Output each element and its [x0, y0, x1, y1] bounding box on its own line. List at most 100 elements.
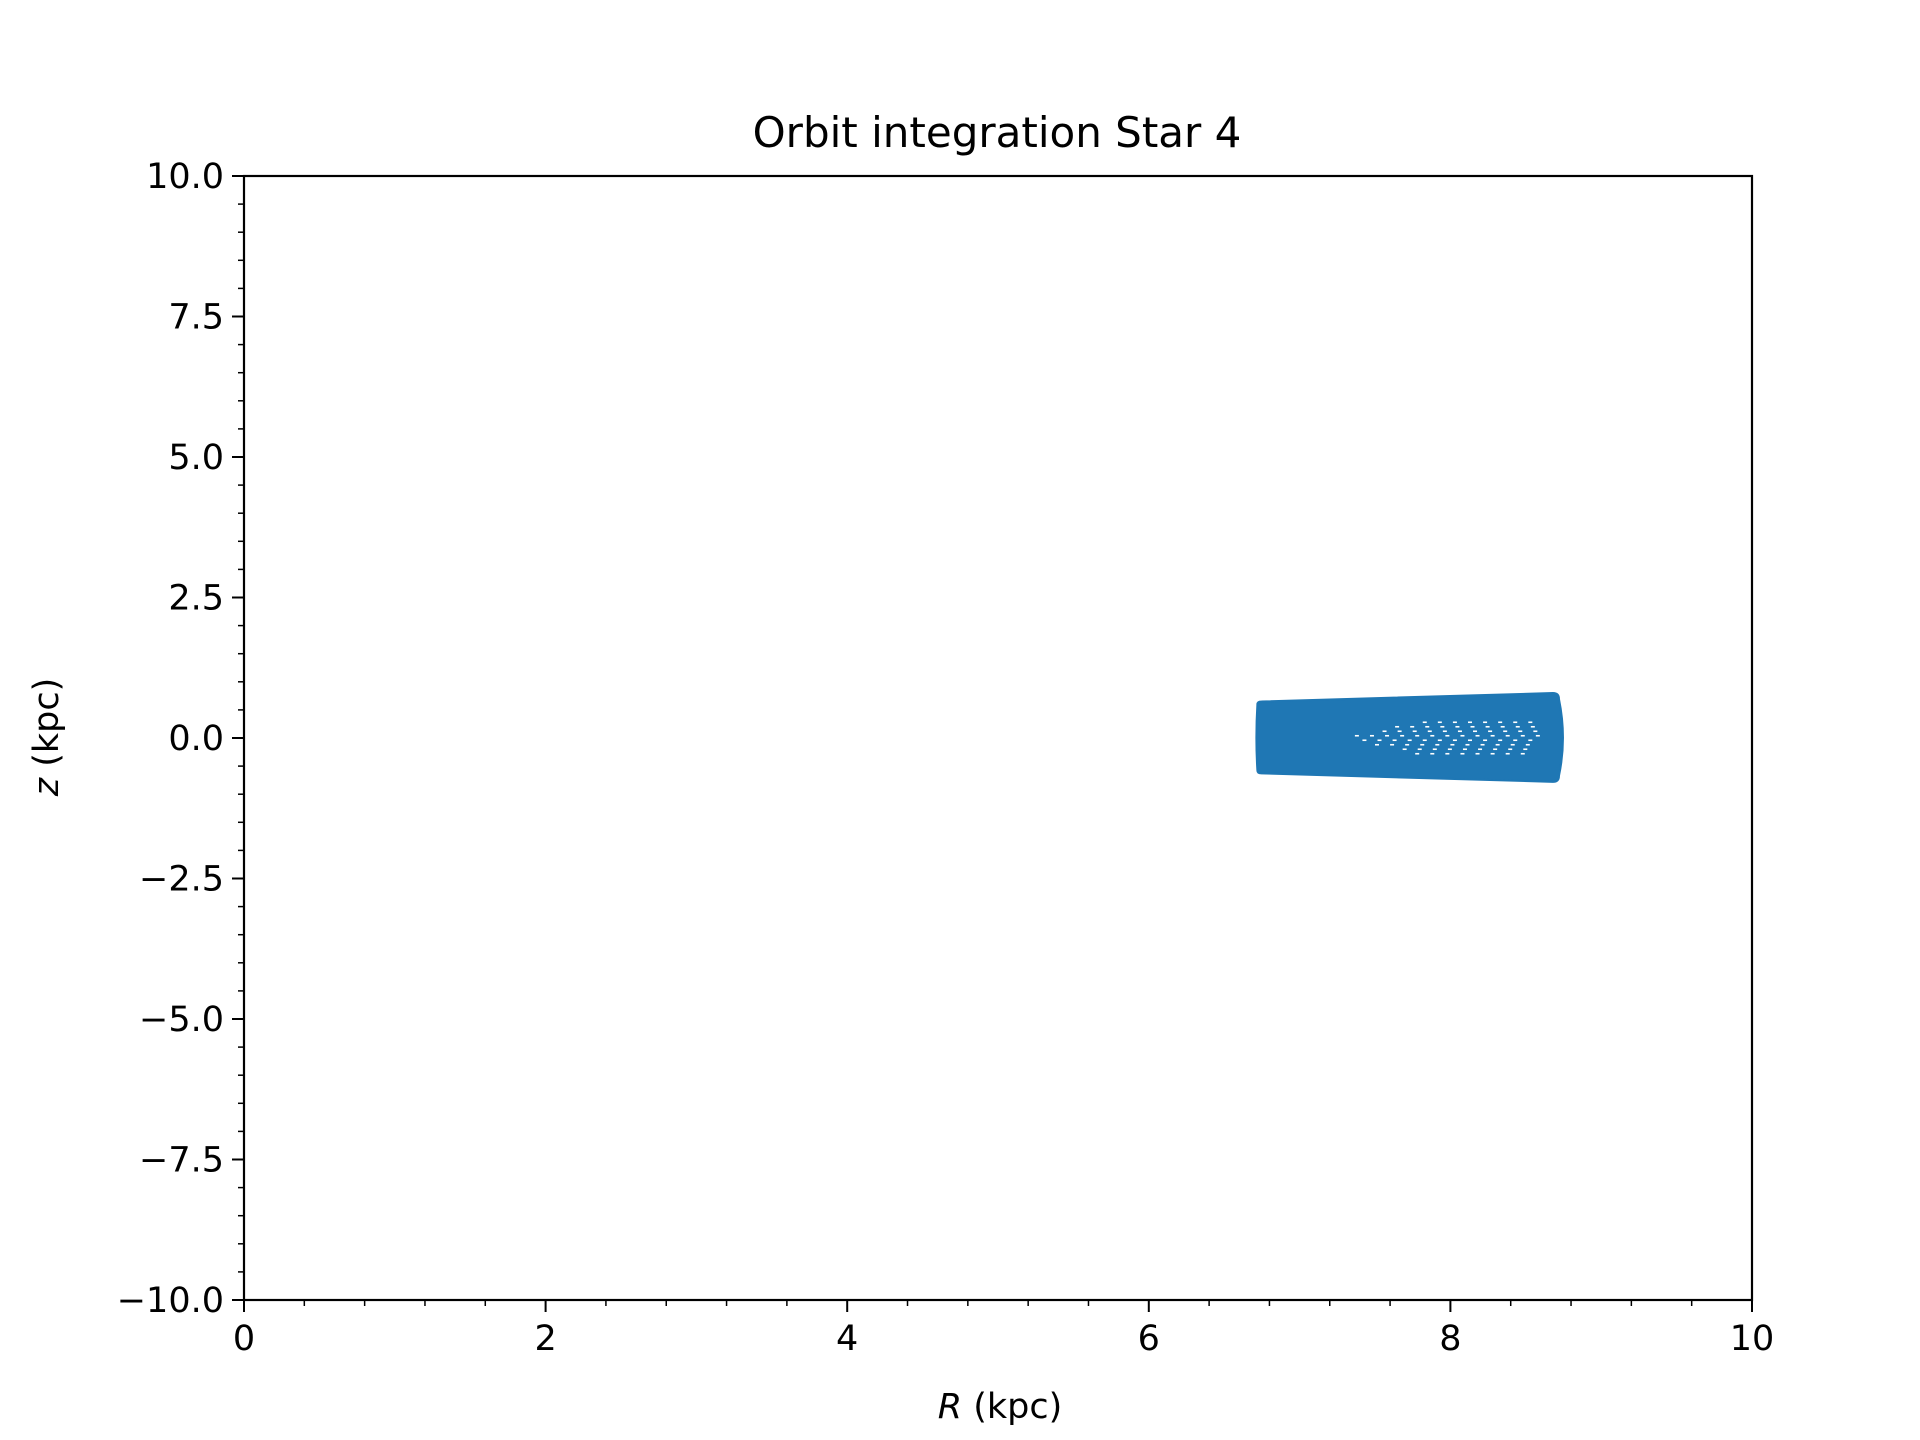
- orbit-gap: [1475, 734, 1480, 737]
- orbit-gap: [1457, 730, 1462, 733]
- x-axis-unit: (kpc): [962, 1387, 1062, 1427]
- orbit-gap: [1425, 725, 1430, 728]
- orbit-gap: [1510, 743, 1515, 746]
- orbit-points: [1255, 692, 1564, 783]
- orbit-gap: [1528, 739, 1533, 742]
- orbit-gap: [1493, 748, 1498, 751]
- orbit-gap: [1535, 734, 1540, 737]
- orbit-gap: [1452, 739, 1457, 742]
- y-tick-label: −7.5: [139, 1141, 224, 1181]
- orbit-gap: [1488, 730, 1493, 733]
- orbit-gap: [1478, 748, 1483, 751]
- y-tick-label: 2.5: [168, 579, 224, 619]
- x-axis-label: R (kpc): [938, 1387, 1063, 1427]
- orbit-gap: [1452, 721, 1457, 724]
- orbit-gap: [1505, 734, 1510, 737]
- orbit-gap: [1445, 734, 1450, 737]
- orbit-gap: [1435, 743, 1440, 746]
- orbit-gap: [1483, 739, 1488, 742]
- x-tick-label: 10: [1730, 1319, 1775, 1359]
- orbit-gap: [1460, 752, 1465, 755]
- orbit-gap: [1520, 752, 1525, 755]
- y-tick-label: 7.5: [168, 298, 224, 338]
- orbit-gap: [1508, 748, 1513, 751]
- x-tick-label: 2: [534, 1319, 556, 1359]
- orbit-gap: [1533, 730, 1538, 733]
- orbit-gap: [1462, 748, 1467, 751]
- x-tick-label: 0: [233, 1319, 255, 1359]
- y-tick-label: −2.5: [139, 860, 224, 900]
- orbit-gap: [1455, 725, 1460, 728]
- orbit-gap: [1422, 721, 1427, 724]
- orbit-gap-pattern: [1354, 721, 1540, 755]
- orbit-gap: [1485, 725, 1490, 728]
- orbit-gap: [1513, 739, 1518, 742]
- axes: Orbit integration Star 4 R (kpc) z (kpc)…: [27, 108, 1774, 1427]
- orbit-gap: [1498, 739, 1503, 742]
- orbit-gap: [1382, 730, 1387, 733]
- x-tick-label: 4: [836, 1319, 858, 1359]
- orbit-gap: [1405, 743, 1410, 746]
- orbit-gap: [1407, 739, 1412, 742]
- orbit-gap: [1440, 725, 1445, 728]
- orbit-gap: [1467, 739, 1472, 742]
- y-axis-unit: (kpc): [27, 678, 67, 778]
- y-axis-label: z (kpc): [27, 678, 67, 798]
- y-tick-label: −10.0: [117, 1281, 224, 1321]
- orbit-gap: [1475, 752, 1480, 755]
- orbit-gap: [1518, 730, 1523, 733]
- y-tick-label: 0.0: [168, 719, 224, 759]
- orbit-gap: [1397, 730, 1402, 733]
- orbit-gap: [1523, 748, 1528, 751]
- orbit-gap: [1430, 734, 1435, 737]
- orbit-gap: [1473, 730, 1478, 733]
- orbit-gap: [1513, 721, 1518, 724]
- orbit-gap: [1415, 734, 1420, 737]
- chart-title: Orbit integration Star 4: [753, 108, 1242, 157]
- orbit-gap: [1490, 734, 1495, 737]
- orbit-gap: [1483, 721, 1488, 724]
- orbit-gap: [1465, 743, 1470, 746]
- x-tick-label: 8: [1439, 1319, 1461, 1359]
- y-tick-label: −5.0: [139, 1000, 224, 1040]
- orbit-gap: [1385, 734, 1390, 737]
- orbit-gap: [1430, 752, 1435, 755]
- orbit-gap: [1450, 743, 1455, 746]
- orbit-gap: [1410, 725, 1415, 728]
- y-axis-variable: z: [27, 777, 67, 797]
- orbit-gap: [1432, 748, 1437, 751]
- x-axis-variable: R: [938, 1387, 962, 1427]
- orbit-gap: [1412, 730, 1417, 733]
- x-tick-label: 6: [1138, 1319, 1160, 1359]
- orbit-gap: [1500, 725, 1505, 728]
- orbit-gap: [1390, 743, 1395, 746]
- orbit-gap: [1415, 752, 1420, 755]
- orbit-gap: [1467, 721, 1472, 724]
- y-tick-label: 10.0: [146, 157, 224, 197]
- orbit-gap: [1369, 734, 1374, 737]
- orbit-gap: [1520, 734, 1525, 737]
- orbit-gap: [1375, 743, 1379, 746]
- orbit-gap: [1442, 730, 1447, 733]
- orbit-gap: [1354, 734, 1359, 737]
- orbit-gap: [1445, 752, 1450, 755]
- orbit-gap: [1362, 739, 1367, 742]
- orbit-gap: [1400, 734, 1405, 737]
- orbit-gap: [1525, 743, 1530, 746]
- orbit-gap: [1420, 743, 1425, 746]
- orbit-gap: [1427, 730, 1432, 733]
- orbit-gap: [1417, 748, 1422, 751]
- orbit-gap: [1490, 752, 1495, 755]
- orbit-gap: [1470, 725, 1475, 728]
- orbit-gap: [1377, 739, 1382, 742]
- orbit-gap: [1530, 725, 1535, 728]
- orbit-gap: [1528, 721, 1533, 724]
- orbit-gap: [1422, 739, 1427, 742]
- orbit-gap: [1392, 739, 1397, 742]
- y-tick-label: 5.0: [168, 438, 224, 478]
- orbit-gap: [1460, 734, 1465, 737]
- orbit-gap: [1495, 743, 1500, 746]
- orbit-gap: [1437, 721, 1442, 724]
- orbit-gap: [1480, 743, 1485, 746]
